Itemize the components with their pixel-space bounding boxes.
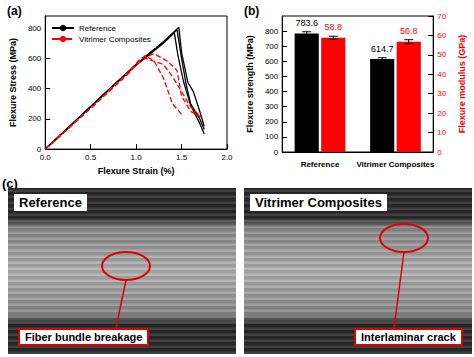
svg-text:Vitrimer Composites: Vitrimer Composites <box>79 35 151 44</box>
svg-text:56.8: 56.8 <box>400 26 418 36</box>
svg-text:Reference: Reference <box>301 160 340 169</box>
svg-text:Flexure Strain (%): Flexure Strain (%) <box>98 166 175 176</box>
svg-text:500: 500 <box>265 72 279 81</box>
svg-text:1.0: 1.0 <box>131 153 143 162</box>
svg-text:Reference: Reference <box>79 24 116 33</box>
svg-text:400: 400 <box>265 87 279 96</box>
svg-text:600: 600 <box>265 57 279 66</box>
svg-text:30: 30 <box>437 89 446 98</box>
svg-text:70: 70 <box>437 12 446 21</box>
svg-text:0.5: 0.5 <box>85 153 97 162</box>
svg-text:200: 200 <box>28 114 42 123</box>
svg-text:50: 50 <box>437 50 446 59</box>
svg-text:0: 0 <box>274 148 279 157</box>
svg-text:614.7: 614.7 <box>371 44 394 54</box>
svg-text:10: 10 <box>437 128 446 137</box>
svg-text:400: 400 <box>28 84 42 93</box>
svg-text:60: 60 <box>437 31 446 40</box>
html-text:(c): (c) <box>2 176 18 191</box>
svg-text:1.5: 1.5 <box>176 153 188 162</box>
svg-text:0: 0 <box>437 148 442 157</box>
svg-text:100: 100 <box>265 132 279 141</box>
svg-text:2.0: 2.0 <box>221 153 233 162</box>
svg-text:700: 700 <box>265 42 279 51</box>
html-text:Vitrimer Composites: Vitrimer Composites <box>255 195 382 210</box>
svg-text:600: 600 <box>28 54 42 63</box>
svg-text:Flexure modulus (GPa): Flexure modulus (GPa) <box>457 35 467 134</box>
svg-text:0.0: 0.0 <box>40 153 52 162</box>
svg-text:800: 800 <box>28 24 42 33</box>
svg-text:200: 200 <box>265 117 279 126</box>
svg-text:Vitrimer Composites: Vitrimer Composites <box>356 160 435 169</box>
svg-text:(a): (a) <box>7 4 22 18</box>
svg-text:58.8: 58.8 <box>325 22 343 32</box>
html-text:Fiber bundle breakage: Fiber bundle breakage <box>25 331 143 343</box>
html-text:Interlaminar crack: Interlaminar crack <box>361 331 456 343</box>
html-text:Reference: Reference <box>19 195 82 210</box>
svg-text:800: 800 <box>265 27 279 36</box>
svg-text:20: 20 <box>437 109 446 118</box>
svg-text:(b): (b) <box>244 4 259 18</box>
svg-text:Flexure Stress (MPa): Flexure Stress (MPa) <box>8 38 18 127</box>
svg-text:Flexure strength (MPa): Flexure strength (MPa) <box>245 35 255 133</box>
svg-text:783.6: 783.6 <box>295 18 318 28</box>
svg-text:300: 300 <box>265 102 279 111</box>
svg-text:40: 40 <box>437 70 446 79</box>
svg-text:0: 0 <box>36 144 42 154</box>
